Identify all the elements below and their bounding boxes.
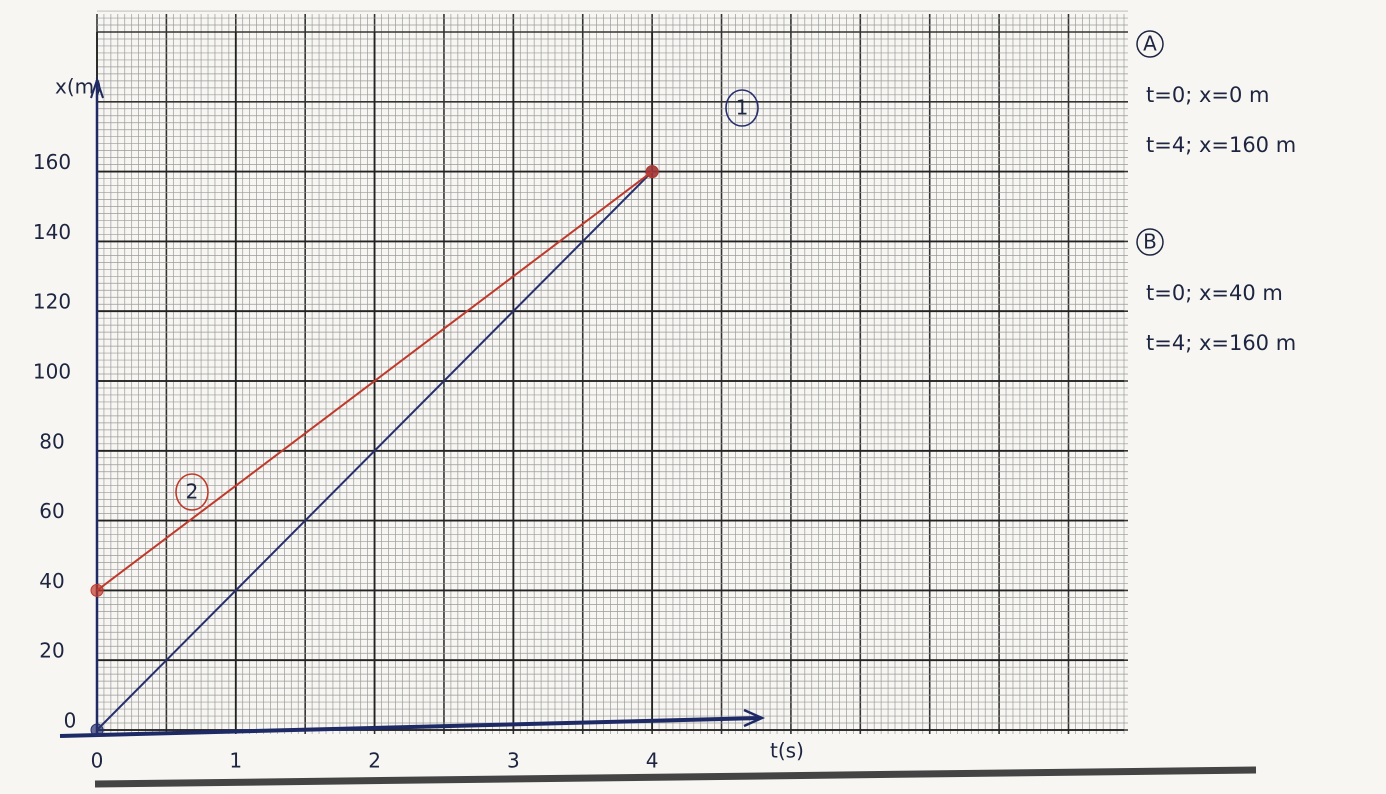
series-line	[96, 170, 653, 592]
y-tick-label: 80	[39, 429, 64, 453]
y-tick-label: 120	[33, 290, 71, 314]
annotation-circle	[1136, 30, 1164, 58]
y-tick-label: 20	[39, 639, 64, 663]
x-tick-label: 2	[368, 749, 381, 773]
x-tick-label: 1	[229, 749, 242, 773]
annotation-line: t=0; x=40 m	[1146, 281, 1283, 305]
annotation-line: t=0; x=0 m	[1146, 83, 1269, 107]
annotation-line: t=4; x=160 m	[1146, 133, 1296, 157]
graph-paper	[96, 10, 1128, 734]
y-tick-label: 140	[33, 220, 71, 244]
data-point	[90, 583, 104, 597]
x-tick-label: 3	[507, 749, 520, 773]
y-tick-label: 0	[64, 709, 77, 733]
y-tick-label: 160	[33, 150, 71, 174]
series-label-circle	[725, 89, 759, 127]
series-label-circle	[175, 473, 209, 511]
data-point	[90, 723, 104, 737]
series-label: 2	[186, 480, 199, 504]
annotation-line: t=4; x=160 m	[1146, 331, 1296, 355]
series-line	[96, 170, 653, 731]
x-axis	[59, 716, 761, 738]
x-tick-label: 0	[91, 749, 104, 773]
x-tick-label: 4	[646, 749, 659, 773]
y-tick-label: 100	[33, 360, 71, 384]
annotation-label: B	[1143, 230, 1157, 254]
y-tick-label: 40	[39, 569, 64, 593]
page-edge	[94, 766, 1257, 788]
x-axis-label: t(s)	[770, 739, 804, 763]
y-tick-label: 60	[39, 499, 64, 523]
annotation-label: A	[1143, 32, 1157, 56]
data-point	[645, 165, 659, 179]
series-label: 1	[736, 96, 749, 120]
y-axis-arrow	[90, 76, 104, 99]
x-axis-arrow	[743, 708, 766, 728]
annotation-circle	[1136, 228, 1164, 256]
